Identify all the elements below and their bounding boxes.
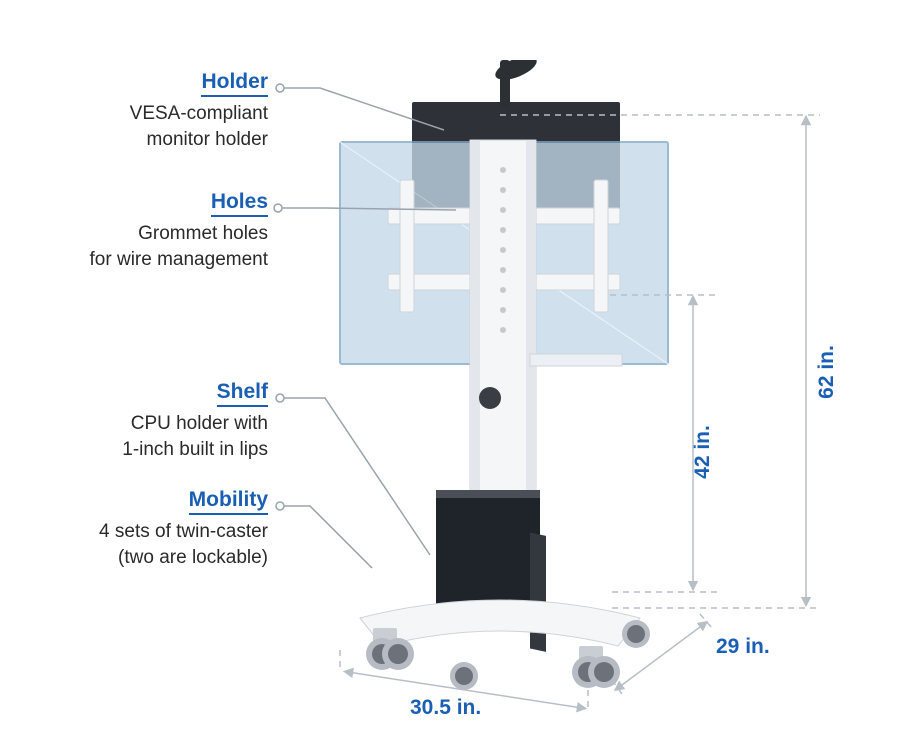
callout-holes: Holes Grommet holes for wire management xyxy=(36,190,268,272)
dimension-width: 30.5 in. xyxy=(410,696,481,720)
product-illustration xyxy=(330,60,730,690)
dimension-mid-height: 42 in. xyxy=(691,425,715,479)
callout-desc-line: 1-inch built in lips xyxy=(68,437,268,463)
callout-desc-line: 4 sets of twin-caster xyxy=(46,519,268,545)
callout-desc-line: (two are lockable) xyxy=(46,545,268,571)
callout-desc-line: VESA-compliant xyxy=(58,101,268,127)
callout-shelf: Shelf CPU holder with 1-inch built in li… xyxy=(68,380,268,462)
callout-title: Mobility xyxy=(189,488,268,515)
callout-title: Holes xyxy=(211,190,268,217)
callout-title: Holder xyxy=(201,70,268,97)
callout-desc-line: Grommet holes xyxy=(36,221,268,247)
dimension-depth: 29 in. xyxy=(716,635,770,659)
callout-mobility: Mobility 4 sets of twin-caster (two are … xyxy=(46,488,268,570)
dimension-total-height: 62 in. xyxy=(815,345,839,399)
callout-title: Shelf xyxy=(217,380,268,407)
callout-desc-line: CPU holder with xyxy=(68,411,268,437)
callout-desc-line: for wire management xyxy=(36,247,268,273)
callout-holder: Holder VESA-compliant monitor holder xyxy=(58,70,268,152)
callout-desc-line: monitor holder xyxy=(58,127,268,153)
product-svg xyxy=(330,60,730,690)
